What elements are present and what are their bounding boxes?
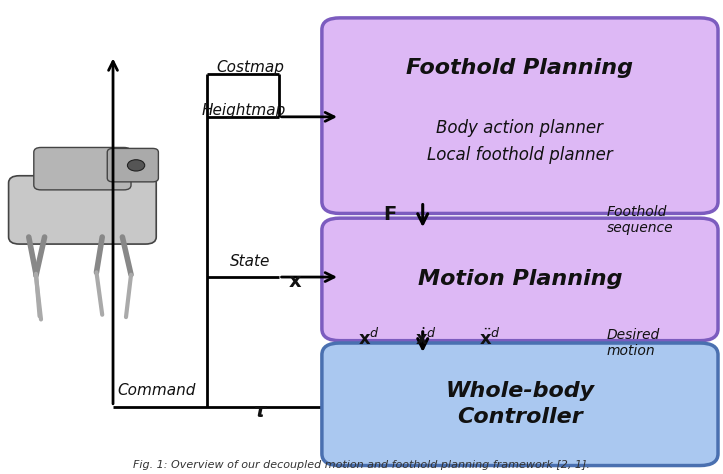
Text: $\ddot{\mathbf{x}}^d$: $\ddot{\mathbf{x}}^d$ (479, 328, 500, 349)
Text: Fig. 1: Overview of our decoupled motion and foothold planning framework [2, 1].: Fig. 1: Overview of our decoupled motion… (133, 460, 590, 470)
Text: Foothold Planning: Foothold Planning (406, 57, 633, 78)
FancyBboxPatch shape (322, 18, 718, 213)
FancyBboxPatch shape (322, 343, 718, 465)
Text: State: State (230, 255, 270, 270)
Text: Motion Planning: Motion Planning (418, 269, 623, 290)
Text: Foothold
sequence: Foothold sequence (607, 205, 673, 235)
FancyBboxPatch shape (34, 147, 131, 190)
Text: Desired
motion: Desired motion (607, 328, 659, 358)
Text: Costmap: Costmap (216, 60, 284, 75)
Text: Body action planner
Local foothold planner: Body action planner Local foothold plann… (427, 119, 613, 164)
FancyBboxPatch shape (107, 148, 158, 182)
Text: $\dot{\mathbf{x}}^d$: $\dot{\mathbf{x}}^d$ (416, 328, 437, 349)
Text: Command: Command (117, 383, 195, 398)
Text: Whole-body
Controller: Whole-body Controller (445, 381, 594, 428)
Text: $\boldsymbol{\tau}$: $\boldsymbol{\tau}$ (253, 402, 268, 421)
Text: $\mathbf{F}$: $\mathbf{F}$ (383, 205, 397, 224)
Text: Heightmap: Heightmap (202, 103, 286, 118)
FancyBboxPatch shape (322, 218, 718, 341)
Text: $\mathbf{x}^d$: $\mathbf{x}^d$ (358, 328, 380, 349)
Circle shape (127, 160, 145, 171)
Text: $\mathbf{x}$: $\mathbf{x}$ (288, 272, 302, 291)
FancyBboxPatch shape (9, 176, 156, 244)
